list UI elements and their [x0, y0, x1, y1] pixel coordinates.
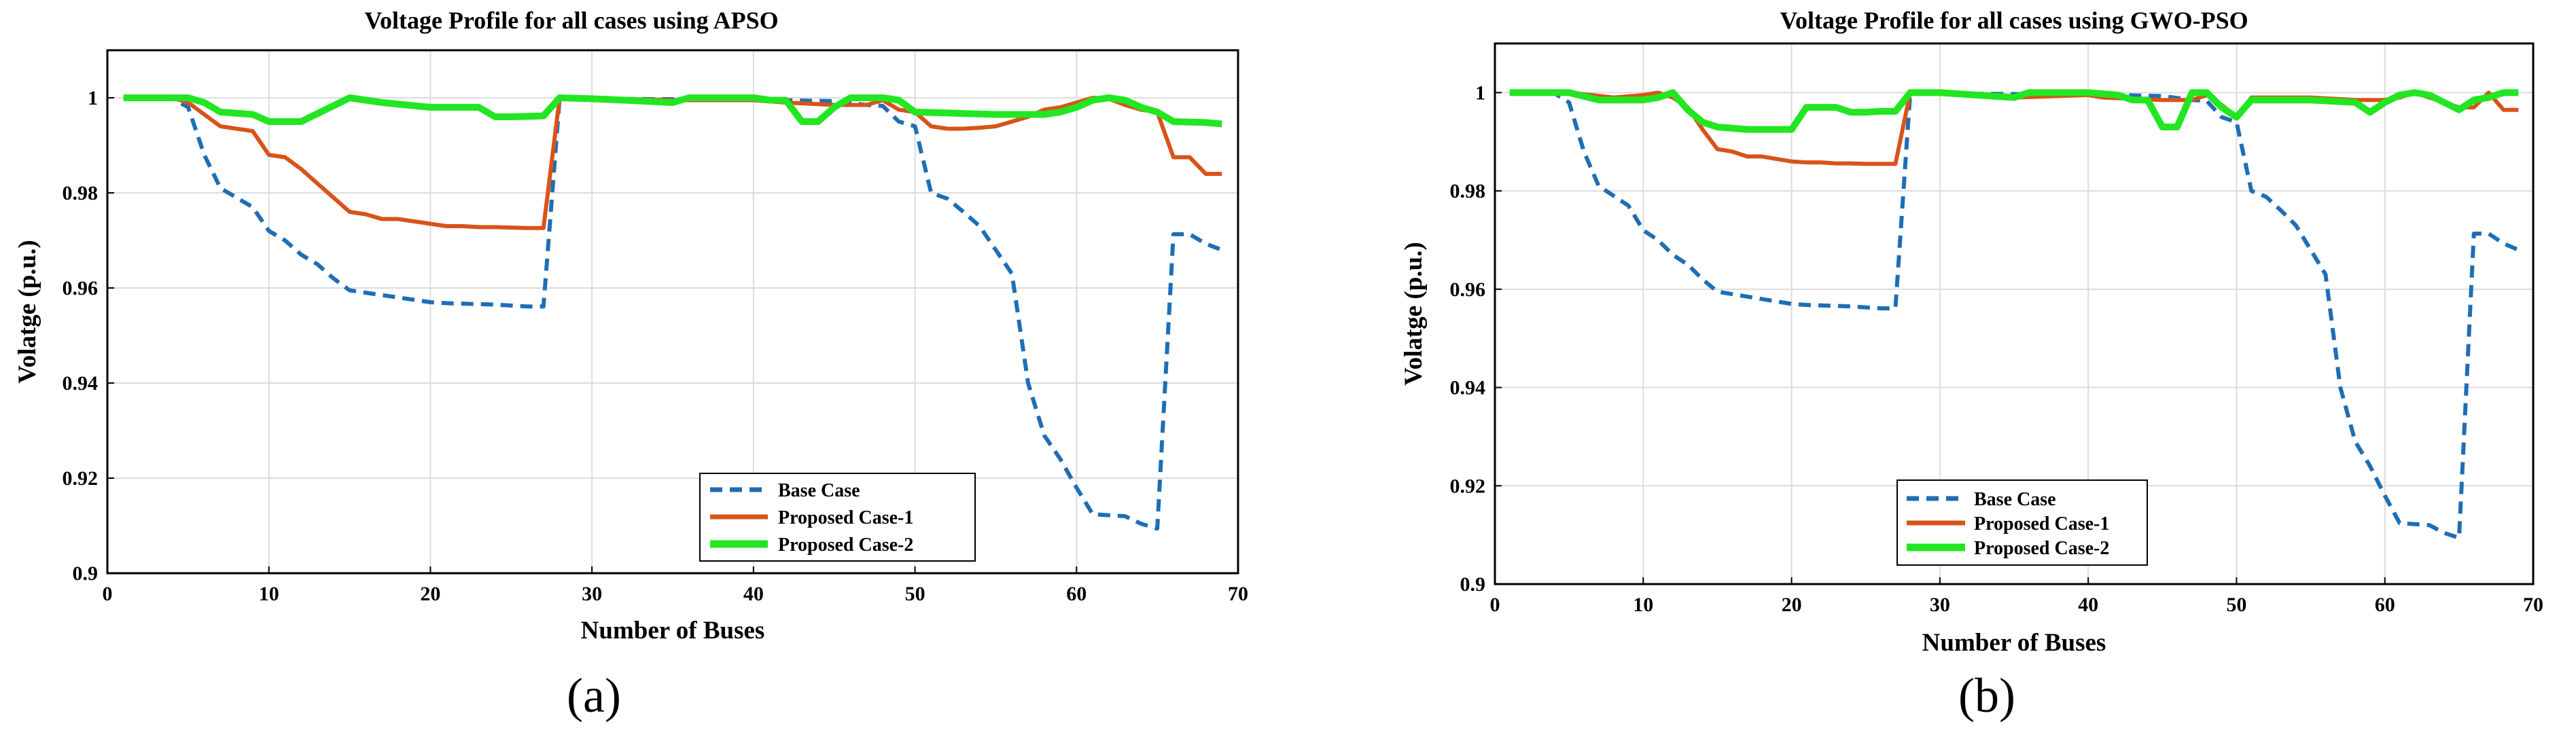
y-tick-label: 0.94 [1450, 377, 1486, 399]
legend-b: Base Case Proposed Case-1 Proposed Case-… [1896, 479, 2148, 566]
legend-label-proposed-case-2-b: Proposed Case-2 [1974, 538, 2109, 559]
x-ticks-b: 0 10 20 30 40 50 60 70 [1490, 577, 2543, 616]
series-group-b [1509, 89, 2520, 540]
panel-label-b: (b) [1958, 668, 2015, 723]
x-tick-label: 30 [582, 583, 602, 605]
x-tick-label: 60 [2375, 594, 2395, 616]
plot-frame-b [1494, 42, 2535, 585]
x-tick-label: 20 [1782, 594, 1802, 616]
y-axis-label-a: Volatge (p.u.) [14, 240, 41, 383]
x-ticks-a: 0 10 20 30 40 50 60 70 [103, 566, 1248, 605]
y-tick-label: 0.92 [1450, 475, 1486, 497]
series-line-base-case [123, 96, 1223, 531]
y-tick-label: 0.96 [1450, 278, 1486, 301]
series-line-proposed-case-2 [1509, 89, 2519, 133]
x-tick-label: 50 [905, 583, 925, 605]
x-tick-label: 70 [2523, 594, 2543, 616]
x-tick-label: 0 [103, 583, 113, 605]
x-tick-label: 40 [2078, 594, 2098, 616]
y-tick-label: 0.94 [63, 372, 99, 395]
y-axis-label-b: Volatge (p.u.) [1400, 242, 1428, 385]
x-axis-label-b: Number of Buses [1922, 629, 2106, 657]
x-tick-label: 10 [1633, 594, 1653, 616]
x-tick-label: 40 [743, 583, 764, 605]
x-tick-label: 30 [1930, 594, 1950, 616]
legend-a: Base Case Proposed Case-1 Proposed Case-… [699, 473, 976, 562]
y-ticks-a: 0.9 0.92 0.94 0.96 0.98 1 [63, 87, 114, 585]
x-tick-label: 0 [1490, 594, 1500, 616]
chart-title-b: Voltage Profile for all cases using GWO-… [1780, 7, 2248, 34]
y-tick-label: 0.98 [1450, 180, 1486, 202]
y-tick-label: 1 [1475, 81, 1485, 104]
legend-label-base-case-b: Base Case [1974, 489, 2056, 510]
x-tick-label: 70 [1228, 583, 1248, 605]
series-group-a [123, 94, 1223, 531]
legend-label-base-case-a: Base Case [778, 480, 860, 501]
x-tick-label: 60 [1066, 583, 1087, 605]
chart-title-a: Voltage Profile for all cases using APSO [364, 7, 778, 34]
series-line-base-case [1509, 90, 2520, 540]
y-tick-label: 1 [88, 87, 98, 109]
y-tick-label: 0.9 [1460, 573, 1486, 596]
y-tick-label: 0.96 [63, 277, 99, 300]
x-axis-label-a: Number of Buses [581, 617, 765, 645]
panel-label-a: (a) [567, 668, 621, 723]
x-tick-label: 10 [259, 583, 279, 605]
chart-panel-b: Voltage Profile for all cases using GWO-… [1400, 7, 2543, 723]
chart-panel-a: Voltage Profile for all cases using APSO… [14, 7, 1248, 723]
legend-label-proposed-case-1-b: Proposed Case-1 [1974, 513, 2109, 534]
y-ticks-b: 0.9 0.92 0.94 0.96 0.98 1 [1450, 81, 1502, 596]
x-tick-label: 50 [2226, 594, 2246, 616]
grid-a [107, 50, 1239, 574]
legend-label-proposed-case-2-a: Proposed Case-2 [778, 534, 913, 556]
y-tick-label: 0.9 [73, 562, 99, 585]
x-tick-label: 20 [420, 583, 440, 605]
series-line-proposed-case-1 [123, 96, 1222, 230]
series-line-proposed-case-2 [123, 94, 1222, 128]
series-line-proposed-case-1 [1509, 90, 2519, 166]
plot-frame-a [106, 49, 1239, 575]
y-tick-label: 0.98 [63, 182, 99, 204]
legend-label-proposed-case-1-a: Proposed Case-1 [778, 507, 913, 528]
y-tick-label: 0.92 [63, 467, 99, 490]
